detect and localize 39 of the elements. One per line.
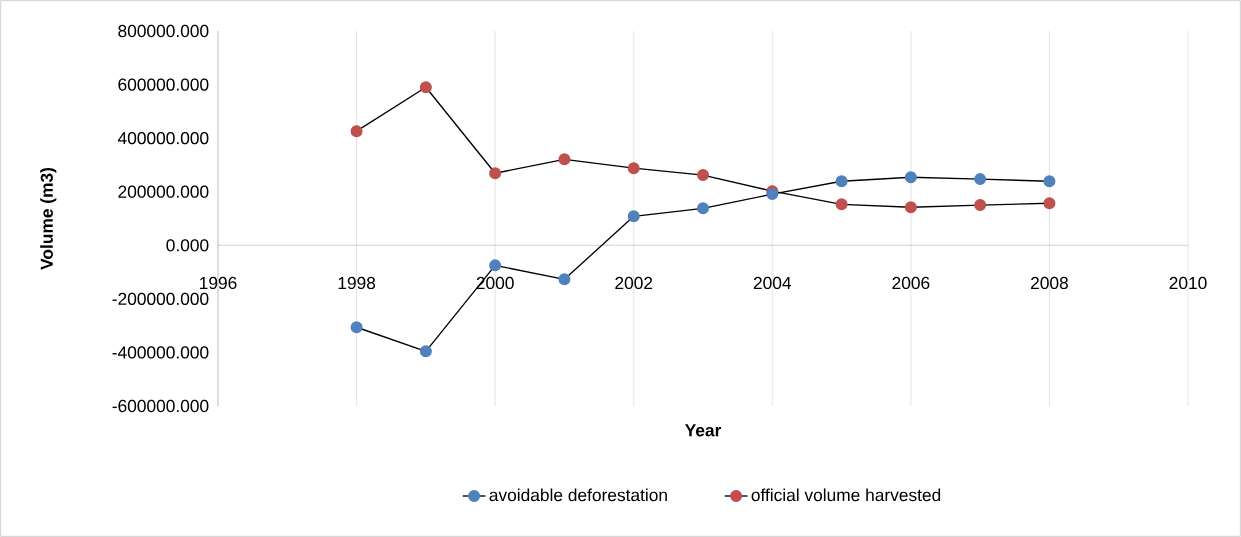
y-tick-label: 400000.000 — [117, 132, 209, 145]
point — [904, 171, 917, 184]
point — [419, 81, 432, 94]
point — [835, 198, 848, 211]
point — [350, 321, 363, 334]
point — [835, 175, 848, 188]
point — [904, 201, 917, 214]
point — [419, 345, 432, 358]
point — [627, 210, 640, 223]
x-tick-label: 2008 — [1031, 276, 1068, 290]
y-tick-label: -400000.000 — [112, 346, 209, 359]
legend-label: official volume harvested — [751, 488, 941, 502]
point — [350, 125, 363, 138]
y-axis-title: Volume (m3) — [40, 168, 57, 270]
x-tick-label: 1998 — [338, 276, 376, 290]
y-tick-label: -200000.000 — [112, 292, 209, 305]
x-tick-label: 2010 — [1169, 276, 1207, 290]
y-tick-label: 0.000 — [166, 239, 209, 252]
point — [1043, 197, 1056, 210]
point — [489, 167, 502, 180]
point — [974, 199, 987, 212]
point — [627, 162, 640, 175]
x-tick-label: 2004 — [753, 276, 792, 290]
x-tick-label: 2002 — [615, 276, 653, 290]
y-tick-label: 200000.000 — [118, 185, 209, 198]
y-tick-label: 600000.000 — [118, 78, 209, 91]
point — [697, 169, 710, 182]
point — [489, 259, 502, 272]
y-tick-label: 800000.000 — [118, 24, 209, 38]
legend-label: avoidable deforestation — [489, 488, 667, 502]
point — [558, 153, 571, 166]
point — [558, 273, 571, 286]
y-tick-label: -600000.000 — [112, 399, 209, 413]
x-axis-title: Year — [684, 424, 722, 437]
x-tick-label: 2006 — [892, 276, 930, 290]
point — [1043, 175, 1056, 188]
point — [697, 202, 710, 215]
point — [974, 173, 987, 186]
x-tick-label: 1996 — [200, 276, 237, 290]
